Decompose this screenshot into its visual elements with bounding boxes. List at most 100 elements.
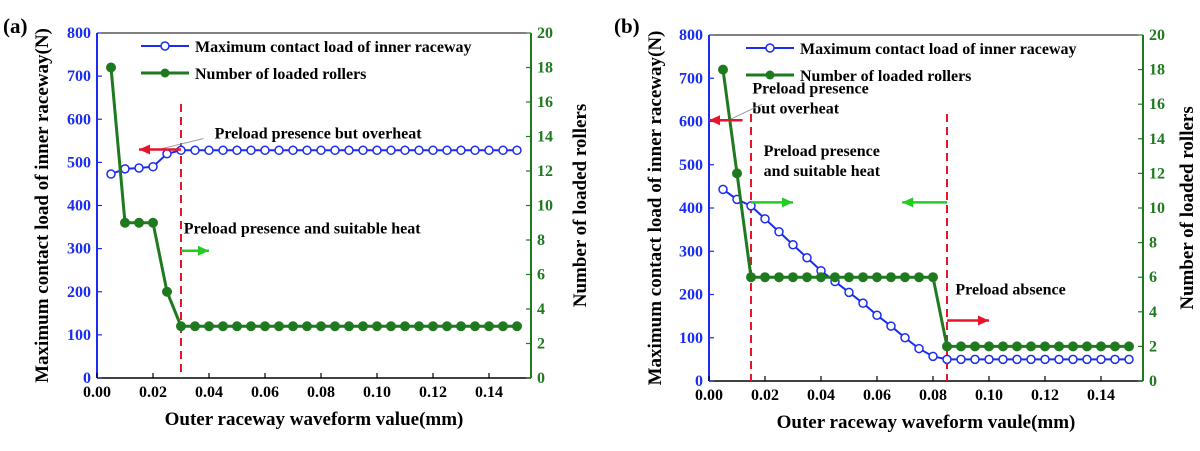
load-point [190,145,200,156]
y-tick-label: 400 [679,200,703,217]
y-tick-label: 400 [67,198,91,215]
rollers-point [512,321,522,332]
y2-tick-label: 6 [537,267,545,284]
annotation-leader-line [158,138,204,150]
load-point [914,343,924,354]
load-point [1124,354,1134,365]
rollers-point [386,321,396,332]
rollers-point [1068,341,1078,352]
load-point [274,145,284,156]
y-tick-label: 100 [67,327,91,344]
y2-tick-label: 18 [1149,62,1165,79]
rollers-point [802,272,812,283]
x-tick-label: 0.04 [807,387,835,404]
y2-tick-label: 8 [537,232,545,249]
rollers-point [134,217,144,228]
load-point [1096,354,1106,365]
annotation-arrow-head [139,144,150,155]
load-point [1012,354,1022,365]
annotation-text: Preload absence [955,282,1065,299]
rollers-point [176,321,186,332]
rollers-point [1026,341,1036,352]
load-point [120,164,130,174]
y2-axis-label: Number of loaded rollers [570,104,591,308]
rollers-point [274,321,284,332]
load-point [330,145,340,156]
rollers-point [914,272,924,283]
x-tick-label: 0.00 [83,384,111,401]
rollers-point [1082,341,1092,352]
rollers-point [732,168,742,179]
rollers-point [330,321,340,332]
load-point [134,163,144,173]
annotation-text: but overheat [752,100,839,117]
load-point [204,145,214,156]
load-point [1068,354,1078,365]
annotation-leader-line [728,103,763,121]
load-point [956,354,966,365]
y2-tick-label: 12 [1149,165,1165,182]
x-tick-label: 0.10 [363,384,391,401]
x-tick-label: 0.12 [419,384,447,401]
y2-tick-label: 4 [537,301,545,318]
x-tick-label: 0.10 [975,387,1003,404]
x-axis-label: Outer raceway waveform value(mm) [165,409,464,430]
annotation-arrow-head [902,197,914,208]
load-point [942,354,952,365]
y2-tick-label: 14 [537,129,553,146]
y2-tick-label: 0 [537,370,545,387]
y2-tick-label: 4 [1149,304,1157,321]
legend-load-marker [765,43,775,53]
rollers-point [1012,341,1022,352]
y-tick-label: 600 [67,111,91,128]
load-point [498,145,508,156]
load-point [372,145,382,156]
load-point [442,145,452,156]
rollers-point [1054,341,1064,352]
rollers-point [1124,341,1134,352]
load-point [148,161,158,172]
x-tick-label: 0.06 [863,387,891,404]
y-tick-label: 600 [679,114,703,131]
y-tick-label: 200 [679,287,703,304]
load-point [428,145,438,156]
rollers-point [928,272,938,283]
load-point [106,169,116,179]
rollers-point [942,341,952,352]
load-point [872,310,882,321]
x-tick-label: 0.02 [139,384,167,401]
load-point [218,145,228,156]
y-tick-label: 0 [83,370,91,387]
load-point [470,145,480,156]
y2-tick-label: 16 [1149,96,1165,113]
load-point [998,354,1008,365]
rollers-point [816,272,826,283]
rollers-point [428,321,438,332]
load-point [344,145,354,156]
load-point [858,298,868,308]
load-point [1110,354,1120,365]
y2-tick-label: 2 [1149,338,1157,355]
x-tick-label: 0.08 [307,384,335,401]
rollers-point [344,321,354,332]
annotation-arrow-head [782,197,793,208]
rollers-point [1110,341,1120,352]
y2-tick-label: 8 [1149,235,1157,252]
legend-load-label: Maximum contact load of inner raceway [195,39,472,56]
annotation-arrow-head [709,115,720,126]
rollers-point [260,321,270,332]
rollers-point [858,272,868,283]
rollers-point [872,272,882,283]
legend-rollers-marker [765,70,775,80]
rollers-point [218,321,228,332]
legend-rollers-label: Number of loaded rollers [195,66,366,83]
rollers-point [162,286,172,297]
load-point [802,252,812,263]
annotation-text: Preload presence [764,143,880,160]
rollers-point [774,272,784,283]
rollers-point [358,321,368,332]
load-point [358,145,368,156]
load-point [718,184,728,195]
rollers-point [442,321,452,332]
rollers-point [830,272,840,283]
